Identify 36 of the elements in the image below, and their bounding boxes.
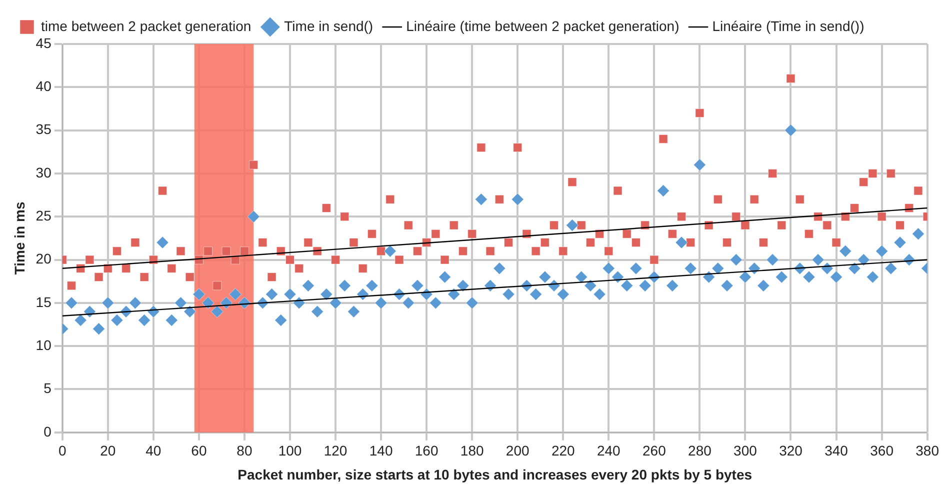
x-tick-label: 260 — [642, 442, 666, 459]
legend-label: Time in send() — [284, 18, 374, 34]
x-tick-label: 120 — [324, 442, 348, 459]
x-tick-label: 60 — [191, 442, 207, 459]
x-tick-label: 140 — [369, 442, 393, 459]
legend-label: Linéaire (Time in send()) — [712, 18, 864, 34]
y-axis-title: Time in ms — [11, 202, 28, 275]
y-tick-label: 0 — [44, 423, 52, 440]
y-tick-label: 20 — [36, 250, 52, 267]
x-tick-label: 100 — [278, 442, 302, 459]
legend-label: time between 2 packet generation — [41, 18, 252, 34]
x-tick-label: 220 — [551, 442, 576, 459]
x-tick-label: 360 — [870, 442, 894, 459]
x-tick-label: 160 — [414, 442, 438, 459]
x-tick-label: 320 — [779, 442, 803, 459]
x-tick-label: 0 — [58, 442, 66, 459]
x-tick-label: 280 — [688, 442, 712, 459]
y-tick-label: 35 — [36, 121, 52, 138]
x-tick-label: 80 — [236, 442, 252, 459]
y-tick-label: 30 — [36, 164, 52, 180]
x-tick-label: 40 — [146, 442, 162, 459]
x-tick-label: 300 — [734, 442, 758, 459]
y-tick-label: 40 — [36, 78, 52, 94]
x-tick-label: 20 — [100, 442, 116, 459]
y-tick-label: 25 — [36, 207, 52, 224]
legend-label: Linéaire (time between 2 packet generation) — [406, 18, 680, 34]
x-tick-label: 240 — [596, 442, 621, 459]
x-tick-label: 380 — [916, 442, 940, 459]
y-tick-label: 10 — [36, 336, 52, 353]
x-axis-title: Packet number, size starts at 10 bytes and increases every 20 pkts by 5 bytes — [238, 466, 752, 482]
x-tick-label: 180 — [460, 442, 484, 459]
y-tick-label: 45 — [36, 34, 52, 51]
x-tick-label: 340 — [824, 442, 848, 459]
y-tick-label: 5 — [44, 380, 52, 396]
x-tick-label: 200 — [506, 442, 530, 459]
y-tick-label: 15 — [36, 294, 52, 310]
